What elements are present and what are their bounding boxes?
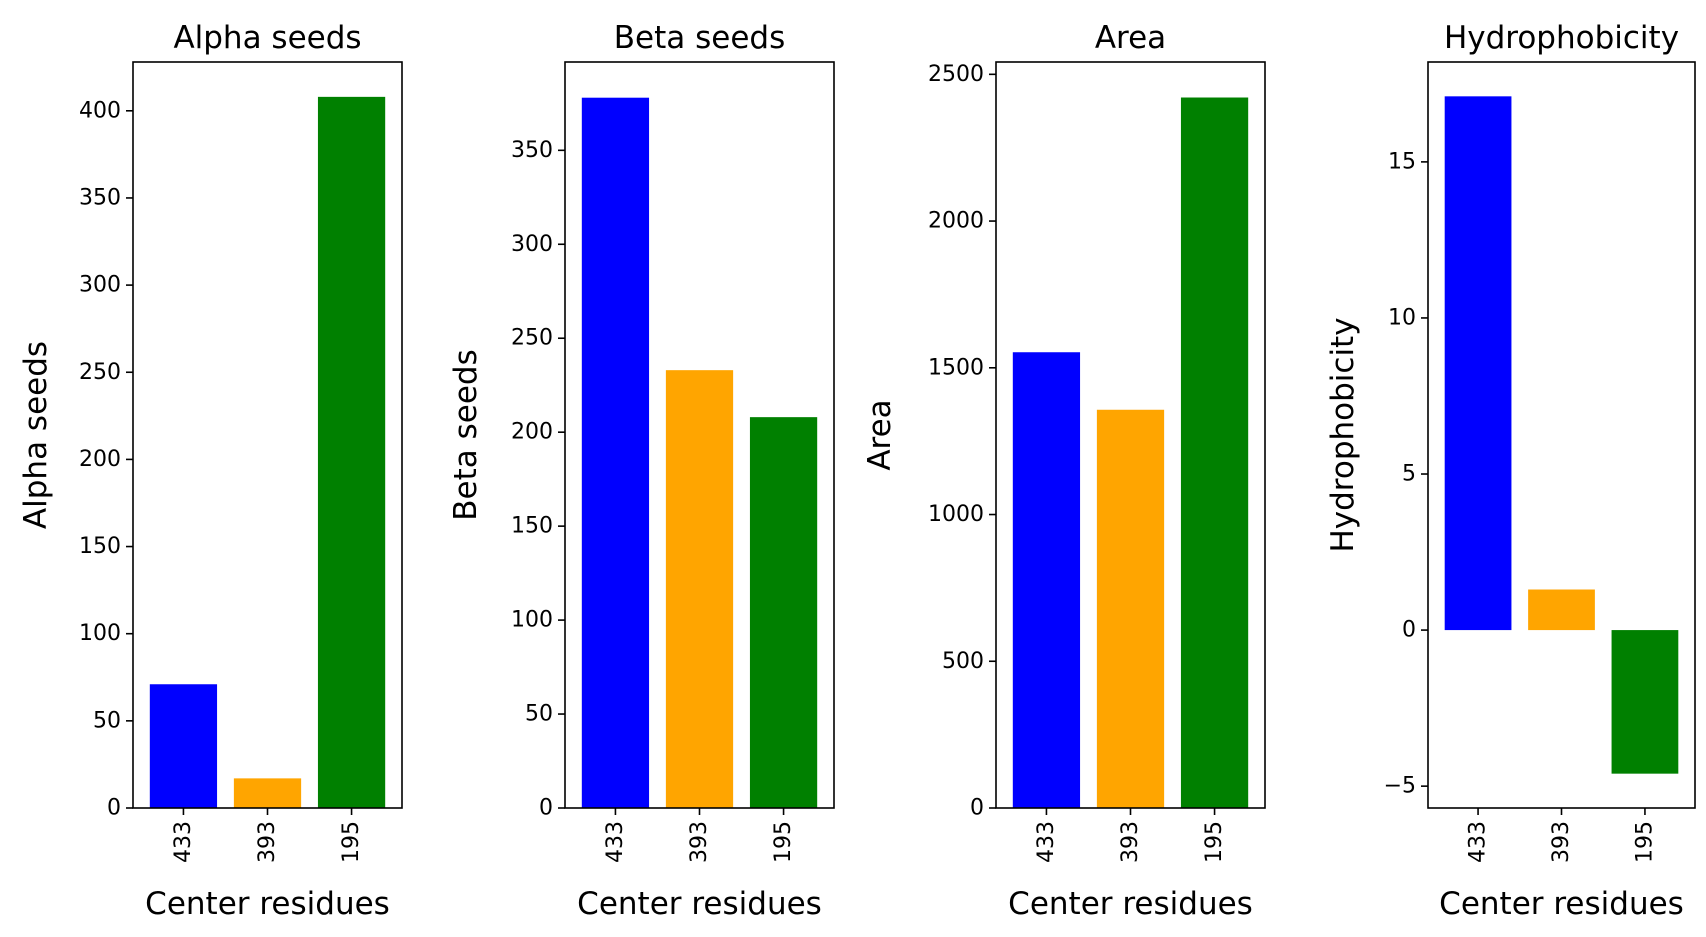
x-tick-label: 195: [339, 821, 364, 863]
x-tick-label: 393: [255, 821, 280, 863]
x-axis-label: Center residues: [1439, 886, 1684, 922]
x-tick-label: 433: [1034, 821, 1059, 863]
y-tick-label: 0: [107, 796, 121, 821]
bar-393: [233, 778, 302, 808]
y-tick-label: 150: [511, 514, 553, 539]
y-tick-label: 0: [970, 796, 984, 821]
y-axis-label: Alpha seeds: [18, 341, 54, 529]
subplot-0: 0 50 100 150 200 250 300 350 400 433 393 195 Alpha s…: [18, 20, 403, 922]
bar-433: [1444, 96, 1512, 631]
bar-393: [1528, 589, 1595, 631]
subplot-title: Hydrophobicity: [1444, 20, 1679, 56]
y-tick-label: 50: [525, 702, 553, 727]
y-tick-label: 200: [79, 447, 121, 472]
y-tick-label: 1000: [928, 502, 984, 527]
y-tick-label: 5: [1402, 462, 1416, 487]
y-axis-label: Area: [862, 399, 898, 470]
x-axis-label: Center residues: [145, 886, 390, 922]
y-tick-label: 0: [1402, 618, 1416, 643]
bar-195: [1611, 630, 1679, 774]
y-tick-label: 15: [1388, 149, 1416, 174]
x-axis-label: Center residues: [577, 886, 822, 922]
y-tick-label: 250: [79, 360, 121, 385]
y-tick-label: 100: [79, 621, 121, 646]
y-tick-label: 400: [79, 98, 121, 123]
subplot-1: 0 50 100 150 200 250 300 350 433 393 195 Beta seeds…: [448, 20, 835, 922]
bar-393: [665, 370, 734, 808]
x-tick-label: 393: [687, 821, 712, 863]
x-tick-label: 195: [1202, 821, 1227, 863]
bar-195: [1180, 97, 1249, 808]
y-tick-label: 10: [1388, 305, 1416, 330]
y-tick-label: 200: [511, 420, 553, 445]
y-tick-label: 350: [79, 185, 121, 210]
bar-393: [1096, 409, 1165, 808]
x-tick-label: 393: [1118, 821, 1143, 863]
y-axis-label: Hydrophobicity: [1325, 317, 1361, 552]
x-tick-label: 433: [603, 821, 628, 863]
y-tick-label: 350: [511, 138, 553, 163]
subplot-title: Area: [1095, 20, 1166, 56]
bar-433: [149, 684, 218, 808]
bar-195: [749, 417, 818, 808]
y-tick-label: 0: [539, 796, 553, 821]
bar-433: [581, 97, 650, 808]
bar-195: [317, 96, 386, 809]
y-tick-label: 250: [511, 326, 553, 351]
y-tick-label: 100: [511, 608, 553, 633]
subplot-2: 0 500 1000 1500 2000 2500 433 393 195 Area Center …: [862, 20, 1266, 922]
y-tick-label: 500: [942, 649, 984, 674]
y-tick-label: 50: [93, 708, 121, 733]
y-tick-label: 150: [79, 534, 121, 559]
x-tick-label: 393: [1549, 821, 1574, 863]
y-tick-label: 300: [79, 273, 121, 298]
y-axis-label: Beta seeds: [448, 349, 484, 520]
bar-433: [1012, 352, 1081, 808]
subplot-3: −5 0 5 10 15 433 393 195 Hydrophobicity Center re…: [1325, 20, 1696, 922]
y-tick-label: 2000: [928, 209, 984, 234]
x-tick-label: 433: [171, 821, 196, 863]
x-tick-label: 195: [771, 821, 796, 863]
x-tick-label: 433: [1466, 821, 1491, 863]
y-tick-label: 300: [511, 232, 553, 257]
subplot-title: Alpha seeds: [173, 20, 361, 56]
subplot-title: Beta seeds: [614, 20, 785, 56]
x-axis-label: Center residues: [1008, 886, 1253, 922]
y-tick-label: 1500: [928, 355, 984, 380]
y-tick-label: −5: [1384, 774, 1416, 799]
x-tick-label: 195: [1632, 821, 1657, 863]
y-tick-label: 2500: [928, 62, 984, 87]
